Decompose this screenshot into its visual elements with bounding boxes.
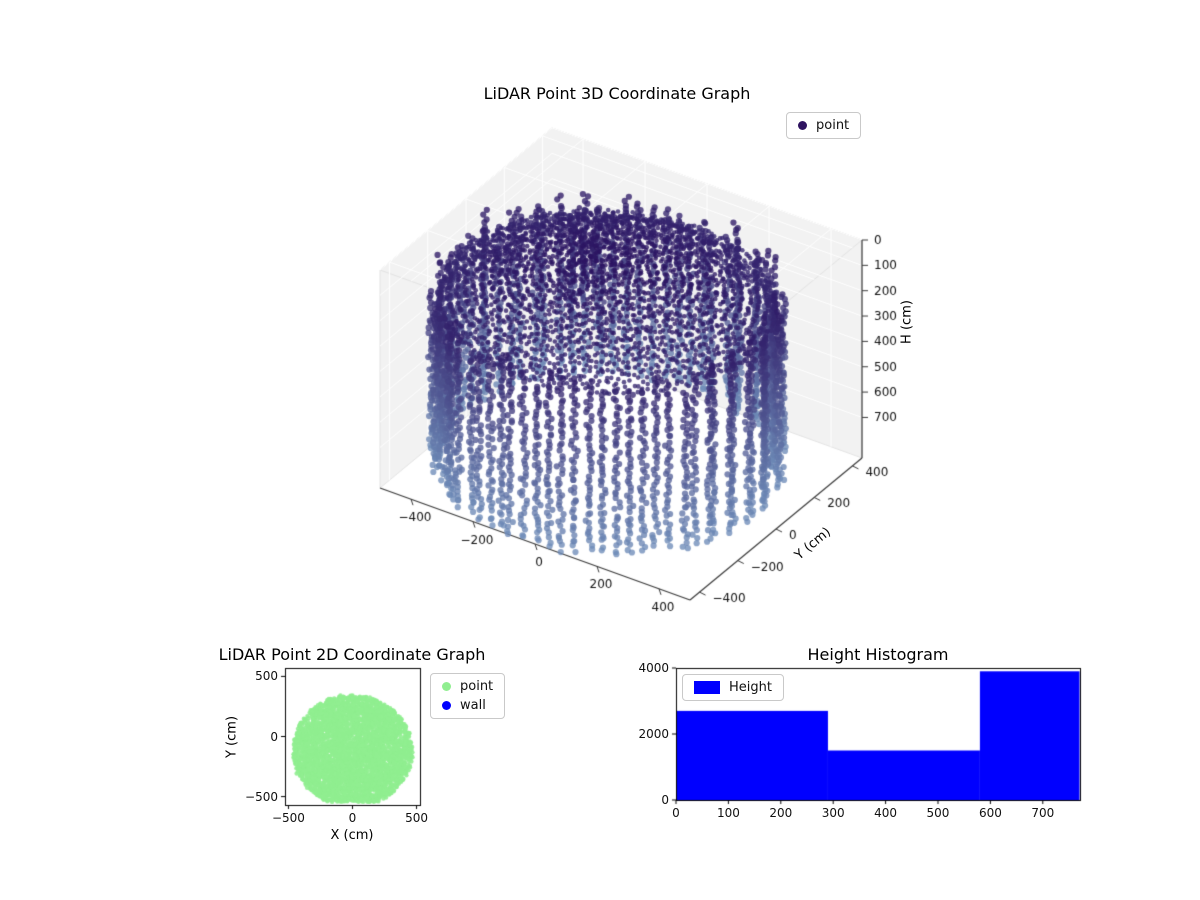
point-marker-icon: [442, 682, 451, 691]
plot2d-y-tick-label: 500: [255, 669, 278, 684]
plot2d-x-axis-label: X (cm): [330, 828, 374, 843]
histogram-title: Height Histogram: [807, 645, 949, 664]
histogram-x-tick-label: 600: [978, 806, 1002, 820]
plot2d-legend-entry-point: point: [442, 679, 493, 694]
plot3d-legend: point: [786, 112, 862, 139]
histogram-legend: Height: [682, 674, 784, 701]
histogram-x-tick-label: 300: [821, 806, 845, 820]
height-swatch-icon: [694, 681, 720, 694]
histogram-legend-entry-height: Height: [694, 680, 772, 695]
histogram-x-tick-label: 0: [672, 806, 680, 820]
plot2d-y-axis-label: Y (cm): [224, 715, 240, 759]
plot2d-y-tick-label: −500: [245, 789, 278, 804]
histogram-x-tick-label: 500: [926, 806, 950, 820]
histogram-y-tick-label: 4000: [638, 661, 669, 675]
plot3d-legend-point-label: point: [816, 118, 850, 133]
plot3d-z-axis-label: H (cm): [899, 300, 915, 344]
histogram-x-tick-label: 100: [716, 806, 740, 820]
histogram-x-tick-label: 400: [874, 806, 898, 820]
plot2d-x-tick-label: 500: [405, 811, 428, 825]
histogram-x-tick-label: 200: [769, 806, 793, 820]
plot3d-title: LiDAR Point 3D Coordinate Graph: [483, 84, 751, 103]
plot2d-title: LiDAR Point 2D Coordinate Graph: [218, 645, 486, 664]
plot3d-legend-entry-point: point: [798, 118, 849, 133]
histogram-legend-height-label: Height: [729, 680, 772, 695]
plot2d-x-tick-label: 0: [348, 811, 357, 825]
plot2d-legend-point-label: point: [460, 679, 494, 694]
plot2d-y-tick-label: 0: [270, 729, 278, 744]
wall-marker-icon: [442, 701, 451, 710]
plot2d-legend: point wall: [430, 673, 506, 719]
plot2d-legend-entry-wall: wall: [442, 698, 493, 713]
histogram-y-tick-label: 0: [661, 793, 669, 807]
histogram-x-tick-label: 700: [1031, 806, 1055, 820]
plot2d-legend-wall-label: wall: [460, 698, 486, 713]
plot2d-x-tick-label: −500: [271, 811, 305, 825]
point-marker-icon: [798, 121, 807, 130]
histogram-y-tick-label: 2000: [638, 727, 669, 741]
